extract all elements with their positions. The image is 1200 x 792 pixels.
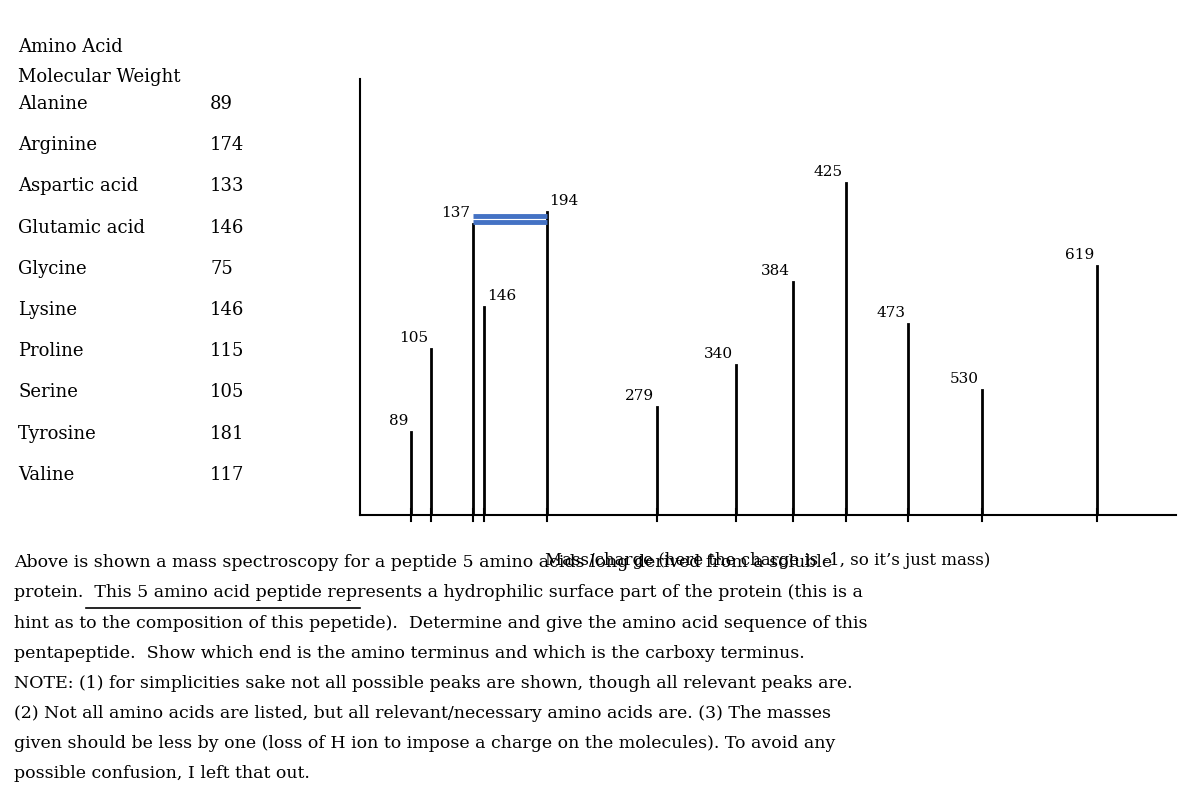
Text: 619: 619 [1066, 248, 1094, 261]
Text: 279: 279 [625, 389, 654, 403]
Text: 174: 174 [210, 136, 245, 154]
Text: 89: 89 [389, 413, 408, 428]
Text: Amino Acid: Amino Acid [18, 38, 122, 56]
Text: Glutamic acid: Glutamic acid [18, 219, 145, 237]
Text: 117: 117 [210, 466, 245, 484]
Text: Lysine: Lysine [18, 301, 77, 319]
Text: 146: 146 [210, 219, 245, 237]
Text: NOTE: (1) for simplicities sake not all possible peaks are shown, though all rel: NOTE: (1) for simplicities sake not all … [14, 675, 853, 691]
Text: 194: 194 [550, 194, 578, 208]
Text: Alanine: Alanine [18, 95, 88, 113]
Text: Molecular Weight: Molecular Weight [18, 68, 180, 86]
Text: Arginine: Arginine [18, 136, 97, 154]
Text: 384: 384 [761, 265, 790, 278]
Text: 133: 133 [210, 177, 245, 196]
Text: Above is shown a mass spectroscopy for a peptide 5 amino acids long derived from: Above is shown a mass spectroscopy for a… [14, 554, 833, 571]
Text: 105: 105 [400, 331, 428, 345]
Text: Proline: Proline [18, 342, 84, 360]
Text: given should be less by one (loss of H ion to impose a charge on the molecules).: given should be less by one (loss of H i… [14, 735, 835, 752]
Text: 137: 137 [442, 206, 470, 220]
Text: 340: 340 [704, 348, 733, 361]
Text: Mass/charge (here the charge is -1, so it’s just mass): Mass/charge (here the charge is -1, so i… [545, 552, 991, 569]
Text: pentapeptide.  Show which end is the amino terminus and which is the carboxy ter: pentapeptide. Show which end is the amin… [14, 645, 805, 661]
Text: Serine: Serine [18, 383, 78, 402]
Text: 146: 146 [487, 289, 516, 303]
Text: Tyrosine: Tyrosine [18, 425, 97, 443]
Text: 115: 115 [210, 342, 245, 360]
Text: 146: 146 [210, 301, 245, 319]
Text: Glycine: Glycine [18, 260, 86, 278]
Text: protein.  This 5 amino acid peptide represents a hydrophilic surface part of the: protein. This 5 amino acid peptide repre… [14, 584, 863, 601]
Text: (2) Not all amino acids are listed, but all relevant/necessary amino acids are. : (2) Not all amino acids are listed, but … [14, 705, 832, 722]
Text: Aspartic acid: Aspartic acid [18, 177, 138, 196]
Text: 105: 105 [210, 383, 245, 402]
Text: possible confusion, I left that out.: possible confusion, I left that out. [14, 765, 311, 782]
Text: 425: 425 [814, 165, 844, 179]
Text: hint as to the composition of this pepetide).  Determine and give the amino acid: hint as to the composition of this pepet… [14, 615, 868, 631]
Text: 75: 75 [210, 260, 233, 278]
Text: 89: 89 [210, 95, 233, 113]
Text: Valine: Valine [18, 466, 74, 484]
Text: 473: 473 [876, 306, 905, 320]
Text: 181: 181 [210, 425, 245, 443]
Text: 530: 530 [950, 372, 979, 386]
